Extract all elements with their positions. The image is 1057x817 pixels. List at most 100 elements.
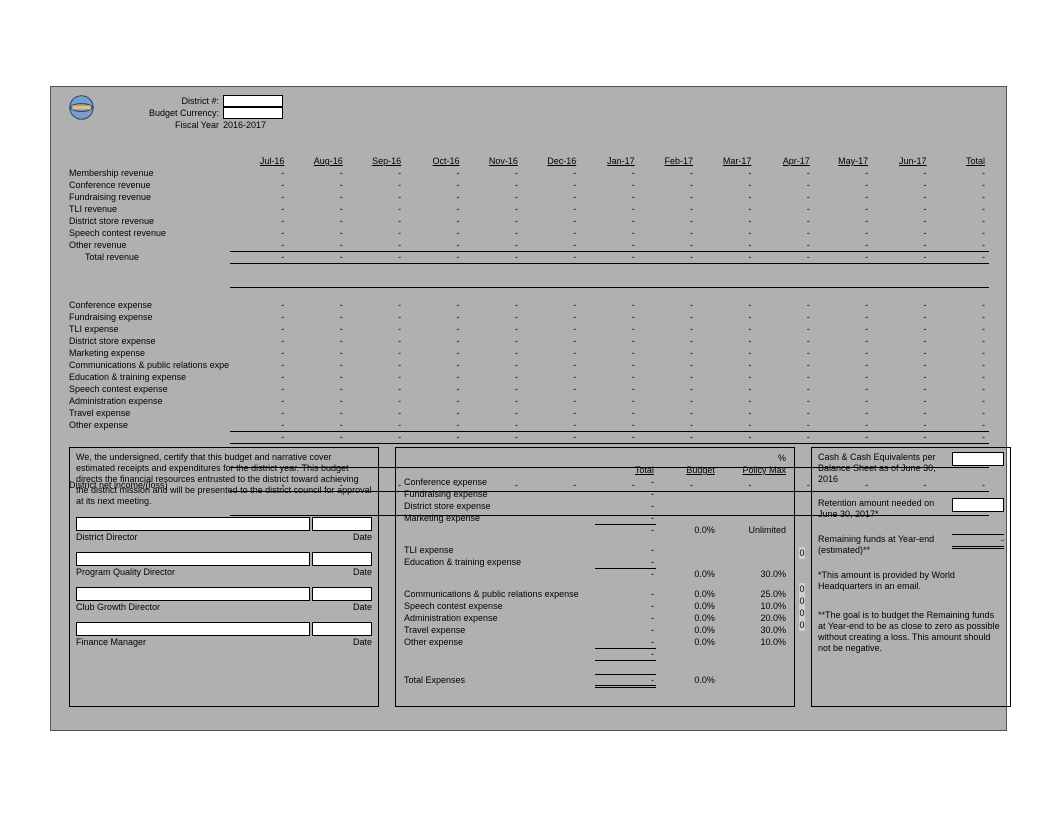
value-cell: - [697,239,755,251]
value-cell: - [405,359,463,371]
value-cell: - [639,227,697,239]
value-cell: - [931,407,989,419]
value-cell: - [288,179,346,191]
value-cell: - [464,383,522,395]
total-revenue-row: Total revenue ------------- [69,251,989,263]
value-cell: - [405,335,463,347]
cash-note-2: **The goal is to budget the Remaining fu… [818,610,1004,654]
value-cell: - [755,407,813,419]
date-input[interactable] [312,587,372,601]
district-input[interactable] [223,95,283,107]
month-header-row: Jul-16 Aug-16 Sep-16 Oct-16 Nov-16 Dec-1… [69,155,989,167]
budget-sheet: District #: Budget Currency: Fiscal Year… [50,86,1007,731]
value-cell: - [872,371,930,383]
value-cell: - [230,191,288,203]
value-cell: - [872,335,930,347]
row-label: Membership revenue [69,167,230,179]
total-expenses-row: Total Expenses - 0.0% [402,674,788,686]
value-cell: - [697,323,755,335]
expense-summary-box: % Total Budget Policy Max Conference exp… [395,447,795,707]
value-cell: - [814,191,872,203]
exp-subtotal-1: - 0.0% Unlimited [402,524,788,536]
value-cell: - [230,431,288,443]
value-cell: - [639,431,697,443]
date-input[interactable] [312,622,372,636]
value-cell: - [931,251,989,263]
date-label: Date [353,532,372,542]
value-cell: - [522,407,580,419]
date-label: Date [353,602,372,612]
zero-markers: 0 0 0 0 0 [799,547,805,631]
value-cell: - [639,179,697,191]
value-cell: - [755,431,813,443]
cash-equiv-input[interactable] [952,452,1004,466]
value-cell: - [755,323,813,335]
value-cell: - [814,347,872,359]
revenue-row: Conference revenue------------- [69,179,989,191]
exp-summary-row: Travel expense-0.0%30.0% [402,624,788,636]
exp-col-header: Total Budget Policy Max [402,464,788,476]
value-cell: - [931,323,989,335]
month-header: Jan-17 [580,155,638,167]
revenue-row: Fundraising revenue------------- [69,191,989,203]
value-cell: - [814,323,872,335]
signature-input[interactable] [76,622,310,636]
expense-row: Administration expense------------- [69,395,989,407]
value-cell: - [288,191,346,203]
value-cell: - [872,359,930,371]
value-cell: - [347,431,405,443]
value-cell: - [931,203,989,215]
value-cell: - [697,431,755,443]
value-cell: - [522,431,580,443]
value-cell: - [347,359,405,371]
value-cell: - [639,203,697,215]
value-cell: - [288,407,346,419]
value-cell: - [931,191,989,203]
retention-label: Retention amount needed on June 30, 2017… [818,498,948,520]
value-cell: - [755,167,813,179]
value-cell: - [464,191,522,203]
value-cell: - [522,347,580,359]
value-cell: - [288,419,346,431]
value-cell: - [931,419,989,431]
currency-input[interactable] [223,107,283,119]
date-input[interactable] [312,552,372,566]
exp-summary-row: Marketing expense- [402,512,788,524]
value-cell: - [347,419,405,431]
month-header: Dec-16 [522,155,580,167]
retention-input[interactable] [952,498,1004,512]
value-cell: - [405,347,463,359]
value-cell: - [755,239,813,251]
value-cell: - [697,227,755,239]
value-cell: - [872,227,930,239]
row-label: Fundraising expense [69,311,230,323]
month-header: Jul-16 [230,155,288,167]
value-cell: - [464,251,522,263]
value-cell: - [639,167,697,179]
value-cell: - [230,179,288,191]
value-cell: - [755,419,813,431]
signature-input[interactable] [76,552,310,566]
value-cell: - [288,431,346,443]
value-cell: - [522,215,580,227]
value-cell: - [522,251,580,263]
value-cell: - [405,371,463,383]
value-cell: - [931,299,989,311]
expense-row: Other expense------------- [69,419,989,431]
value-cell: - [288,299,346,311]
value-cell: - [639,407,697,419]
row-label: TLI revenue [69,203,230,215]
date-input[interactable] [312,517,372,531]
value-cell: - [347,323,405,335]
value-cell: - [464,167,522,179]
value-cell: - [288,371,346,383]
row-label: Communications & public relations expe [69,359,230,371]
value-cell: - [931,431,989,443]
signature-input[interactable] [76,517,310,531]
value-cell: - [872,431,930,443]
remaining-value: - [952,534,1004,549]
value-cell: - [522,191,580,203]
signature-input[interactable] [76,587,310,601]
value-cell: - [580,407,638,419]
value-cell: - [464,359,522,371]
